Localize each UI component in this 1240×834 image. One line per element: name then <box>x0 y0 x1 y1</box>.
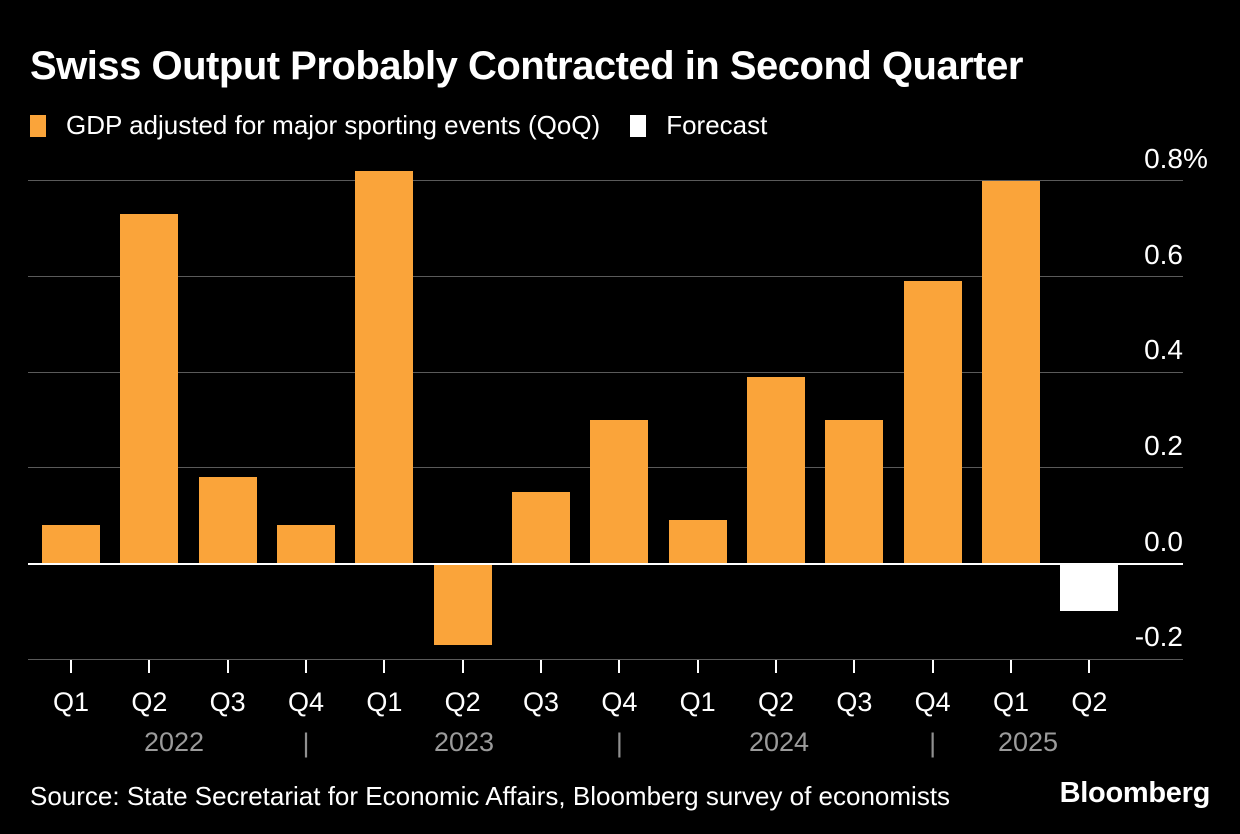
chart-legend: GDP adjusted for major sporting events (… <box>30 110 767 141</box>
quarter-label-2022-Q3: Q3 <box>209 687 246 717</box>
legend-item-forecast: Forecast <box>630 110 767 141</box>
x-axis-tick <box>618 660 621 673</box>
gdp-bar-2025-Q1 <box>981 180 1040 564</box>
quarter-label-2022-Q2: Q2 <box>131 687 168 717</box>
gridline <box>28 371 1183 373</box>
quarter-label-2023-Q3: Q3 <box>522 687 559 717</box>
gdp-bar-2024-Q2 <box>746 376 805 564</box>
y-axis-tick-value: 0.2 <box>1144 429 1183 461</box>
quarter-label-2025-Q1: Q1 <box>992 687 1029 717</box>
gridline <box>28 276 1183 278</box>
quarter-label-2023-Q2: Q2 <box>444 687 481 717</box>
year-label-2022: 2022 <box>143 727 205 757</box>
year-label-2023: 2023 <box>433 727 495 757</box>
x-axis-tick <box>1009 660 1012 673</box>
quarter-label-2022-Q4: Q4 <box>287 687 324 717</box>
y-axis-tick-value: 0.4 <box>1144 334 1183 366</box>
gdp-series-label: GDP adjusted for major sporting events (… <box>66 110 601 140</box>
x-axis-tick <box>304 660 307 673</box>
gdp-bar-2024-Q3 <box>825 420 884 564</box>
gdp-bar-2022-Q3 <box>198 477 257 564</box>
year-label-2024: 2024 <box>748 727 810 757</box>
gdp-bar-2024-Q4 <box>903 281 962 564</box>
x-axis-tick <box>853 660 856 673</box>
gridline <box>28 180 1183 182</box>
x-axis-tick <box>1088 660 1091 673</box>
y-axis-tick-value: 0.6 <box>1144 238 1183 270</box>
quarter-label-2024-Q3: Q3 <box>836 687 873 717</box>
x-axis-tick <box>461 660 464 673</box>
year-label-2025: 2025 <box>997 727 1059 757</box>
gdp-bar-2023-Q2 <box>433 563 492 645</box>
x-axis-tick <box>226 660 229 673</box>
quarter-label-2022-Q1: Q1 <box>52 687 90 717</box>
year-separator: | <box>302 728 310 758</box>
legend-item-gdp: GDP adjusted for major sporting events (… <box>30 110 600 141</box>
x-axis-tick <box>696 660 699 673</box>
y-axis-label-0.0: 0.0 <box>1063 525 1183 557</box>
y-axis-tick-value: 0.0 <box>1144 525 1183 557</box>
y-axis-label--0.2: -0.2 <box>1063 622 1183 652</box>
quarter-label-2024-Q2: Q2 <box>757 687 794 717</box>
year-separator: | <box>615 728 623 758</box>
y-axis-tick-value: 0.8 <box>1144 142 1183 174</box>
y-axis-label-0.2: 0.2 <box>1063 429 1183 461</box>
x-axis-tick <box>774 660 777 673</box>
year-separator: | <box>929 728 937 758</box>
quarter-label-2023-Q1: Q1 <box>366 687 403 717</box>
quarter-label-2023-Q4: Q4 <box>601 687 638 717</box>
quarter-label-2024-Q1: Q1 <box>679 687 716 717</box>
x-axis-tick <box>931 660 934 673</box>
gdp-series-swatch-icon <box>30 114 46 137</box>
gdp-bar-2023-Q1 <box>355 171 414 564</box>
gdp-bar-2023-Q4 <box>590 420 649 564</box>
y-axis-tick-value: -0.2 <box>1134 621 1183 653</box>
x-axis-tick <box>539 660 542 673</box>
zero-baseline <box>28 562 1183 565</box>
gdp-bar-2022-Q1 <box>42 525 100 564</box>
y-axis-label-0.6: 0.6 <box>1063 238 1183 270</box>
forecast-series-label: Forecast <box>666 110 768 140</box>
gdp-bar-2022-Q4 <box>276 525 335 564</box>
forecast-series-swatch-icon <box>630 114 647 137</box>
quarter-label-2024-Q4: Q4 <box>914 687 951 717</box>
source-note: Source: State Secretariat for Economic A… <box>30 781 951 811</box>
gdp-bar-2022-Q2 <box>120 214 179 564</box>
y-axis-label-0.8: 0.8% <box>1063 142 1208 174</box>
x-axis-tick <box>383 660 386 673</box>
gdp-bar-2023-Q3 <box>511 491 570 564</box>
bloomberg-logo: Bloomberg <box>1059 777 1211 809</box>
quarter-label-2025-Q2: Q2 <box>1071 687 1108 717</box>
gdp-bar-2024-Q1 <box>668 520 727 564</box>
chart-title: Swiss Output Probably Contracted in Seco… <box>30 44 1023 88</box>
x-axis-tick <box>70 660 72 673</box>
x-axis-line <box>28 658 1183 660</box>
y-axis-label-0.4: 0.4 <box>1063 335 1183 365</box>
y-axis-unit-suffix: % <box>1183 142 1208 174</box>
x-axis-tick <box>148 660 151 673</box>
forecast-bar-2025-Q2 <box>1060 563 1119 612</box>
